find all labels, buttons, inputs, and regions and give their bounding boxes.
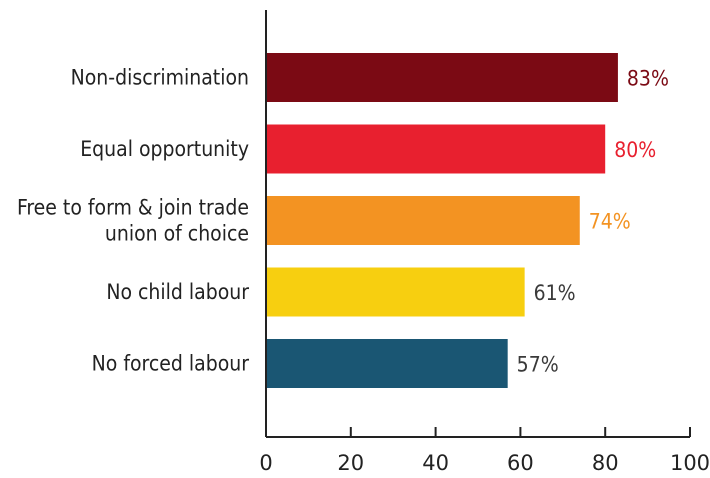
category-label: union of choice — [105, 222, 249, 246]
value-label: 83% — [627, 67, 669, 91]
value-label: 57% — [517, 353, 559, 377]
category-label: Equal opportunity — [80, 137, 249, 161]
value-label: 80% — [614, 138, 656, 162]
bar — [267, 339, 508, 388]
x-tick-label: 0 — [259, 451, 272, 475]
x-tick-label: 100 — [670, 451, 710, 475]
value-label: 61% — [534, 281, 576, 305]
x-tick-label: 60 — [507, 451, 534, 475]
bar — [267, 124, 606, 174]
x-tick-label: 20 — [337, 451, 364, 475]
category-label: Non-discrimination — [71, 66, 249, 90]
value-label: 74% — [589, 210, 631, 234]
x-tick-label: 80 — [592, 451, 619, 475]
bar — [267, 53, 618, 102]
category-label: No forced labour — [92, 352, 250, 376]
x-tick-label: 40 — [422, 451, 449, 475]
bar — [267, 196, 580, 245]
category-label: No child labour — [106, 280, 249, 304]
category-label: Free to form & join trade — [17, 196, 249, 220]
bar — [267, 267, 525, 317]
